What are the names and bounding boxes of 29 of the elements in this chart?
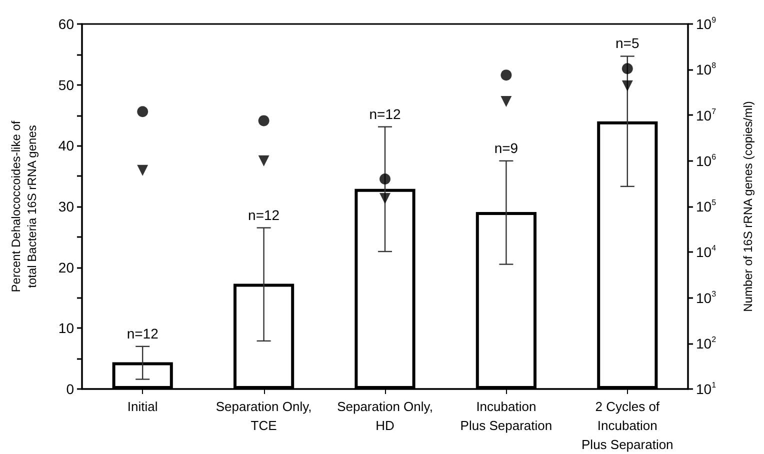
y-axis-title: Percent Dehalococcoides-like of total Bacteria 16S rRNA genes bbox=[9, 120, 39, 292]
annotation: n=9 bbox=[494, 140, 518, 156]
y-tick-label: 60 bbox=[58, 16, 74, 32]
annotation: n=12 bbox=[248, 206, 280, 223]
x-tick-label: Incubation Plus Separation bbox=[460, 399, 552, 433]
x-tick-label: 2 Cycles of Incubation Plus Separation bbox=[582, 399, 674, 452]
y-tick-label: 30 bbox=[58, 198, 74, 214]
point bbox=[622, 63, 633, 74]
y-tick-label: 10 bbox=[58, 320, 74, 336]
x-tick-label: Separation Only, TCE bbox=[216, 399, 312, 433]
point bbox=[380, 192, 390, 204]
point bbox=[258, 115, 270, 126]
point bbox=[500, 70, 512, 81]
annotation: n=5 bbox=[616, 35, 640, 52]
x-tick-label: Initial bbox=[127, 399, 158, 414]
point bbox=[137, 106, 148, 118]
point bbox=[137, 164, 148, 176]
annotation: n=12 bbox=[126, 325, 159, 342]
y-tick-label: 20 bbox=[58, 259, 74, 276]
point bbox=[258, 155, 270, 166]
y2-axis-title: Number of 16S rRNA genes (copies/ml) bbox=[741, 101, 755, 312]
point bbox=[380, 174, 390, 185]
x-tick-label: Separation Only, HD bbox=[337, 399, 433, 433]
point bbox=[500, 96, 512, 108]
y-tick-label: 40 bbox=[58, 138, 74, 154]
annotation: n=12 bbox=[369, 106, 401, 122]
y-tick-label: 50 bbox=[58, 76, 74, 93]
y-tick-label: 0 bbox=[66, 381, 74, 397]
point bbox=[622, 80, 633, 92]
